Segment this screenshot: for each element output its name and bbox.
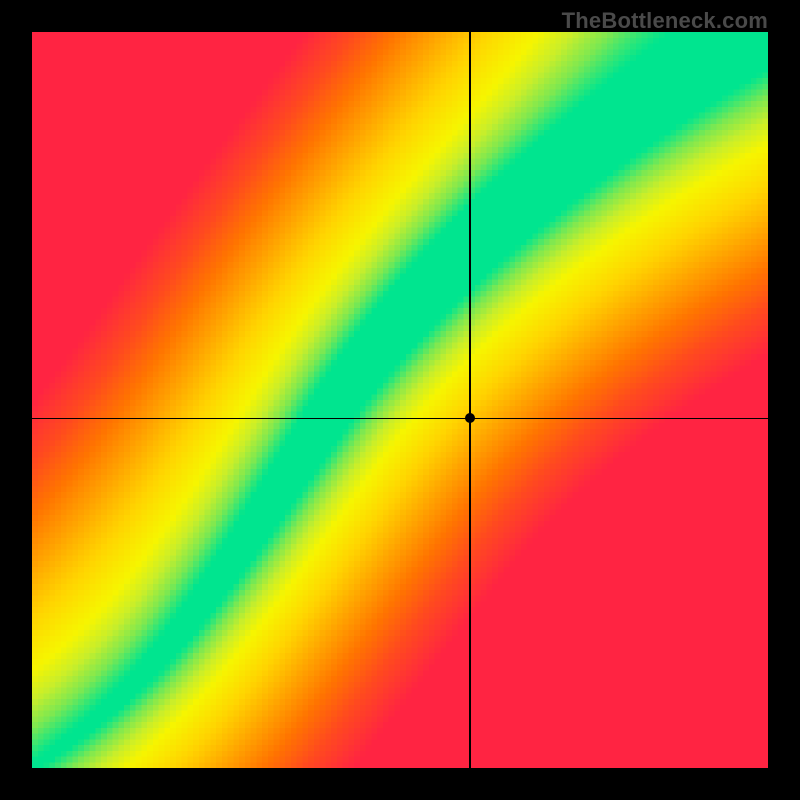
heatmap-canvas [32, 32, 768, 768]
crosshair-horizontal [32, 418, 768, 419]
crosshair-vertical [469, 32, 470, 768]
watermark-text: TheBottleneck.com [562, 8, 768, 34]
heatmap-plot-area [32, 32, 768, 768]
